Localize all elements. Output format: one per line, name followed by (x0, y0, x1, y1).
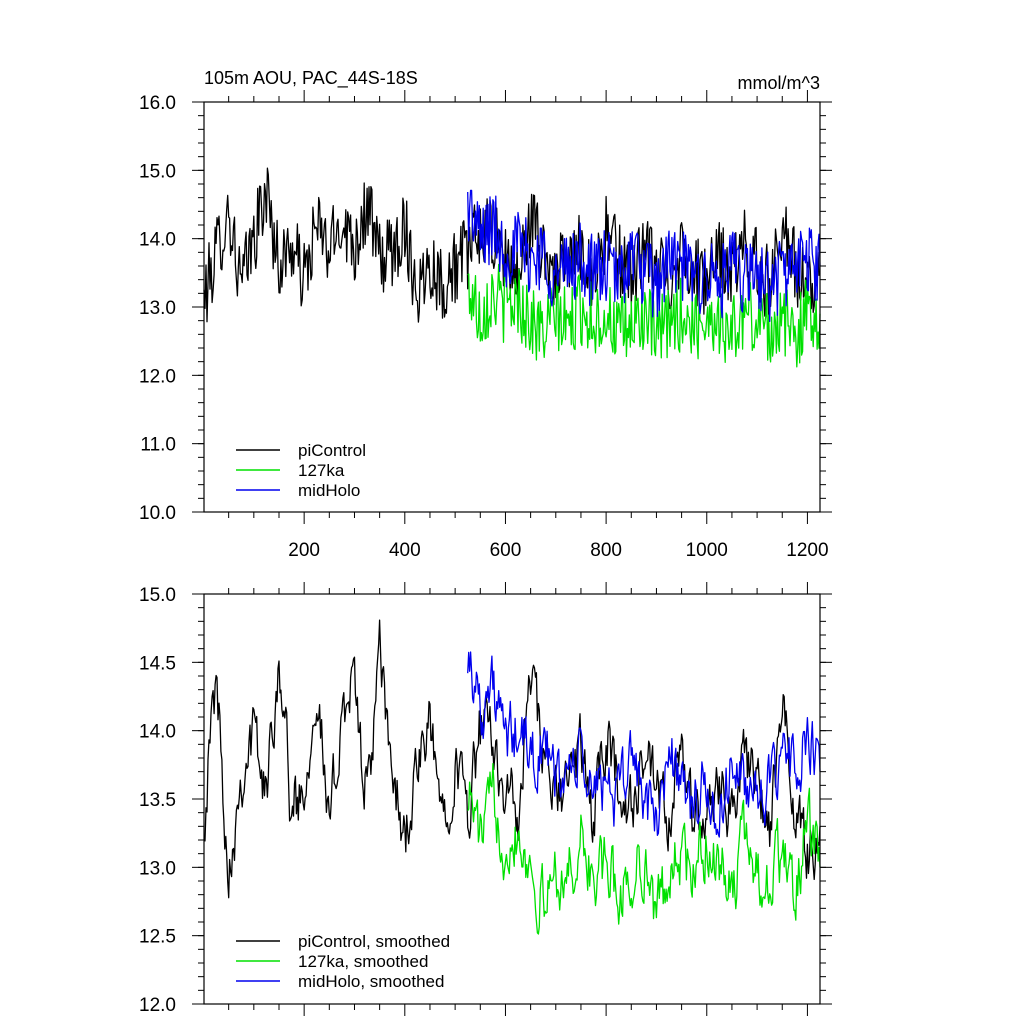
x-tick-label: 600 (490, 540, 522, 561)
y-tick-label: 16.0 (139, 93, 176, 114)
y-tick-label: 13.5 (139, 790, 176, 811)
legend-label: midHolo, smoothed (298, 972, 444, 991)
y-tick-label: 10.0 (139, 503, 176, 524)
y-tick-label: 14.5 (139, 653, 176, 674)
units-label: mmol/m^3 (738, 73, 820, 93)
legend-label: 127ka (298, 461, 345, 480)
y-tick-label: 14.0 (139, 722, 176, 743)
series-line-piControl (203, 167, 821, 323)
panel-bottom: 12.0 12.5 13.0 13.5 14.0 14.5 15.0 piControl, s… (139, 582, 832, 1016)
x-tick-label: 400 (389, 540, 421, 561)
x-tick-label: 800 (590, 540, 622, 561)
y-tick-label: 14.0 (139, 230, 176, 251)
legend-label: midHolo (298, 481, 360, 500)
series-line-midHolo (467, 651, 821, 838)
series-line-midHolo (467, 189, 821, 322)
y-tick-label: 15.0 (139, 585, 176, 606)
x-tick-label: 1000 (686, 540, 728, 561)
y-tick-label: 12.0 (139, 366, 176, 387)
y-tick-label: 15.0 (139, 161, 176, 182)
chart-title: 105m AOU, PAC_44S-18S (204, 68, 418, 89)
series-line-127ka (467, 763, 821, 935)
y-tick-label: 13.0 (139, 298, 176, 319)
x-tick-label: 200 (288, 540, 320, 561)
legend-label: piControl (298, 441, 366, 460)
y-tick-label: 12.5 (139, 927, 176, 948)
y-tick-label: 12.0 (139, 995, 176, 1016)
legend-label: 127ka, smoothed (298, 952, 428, 971)
y-tick-label: 13.0 (139, 858, 176, 879)
x-tick-label: 1200 (786, 540, 828, 561)
y-tick-label: 11.0 (140, 435, 176, 456)
series-line-piControl (203, 619, 821, 899)
legend-label: piControl, smoothed (298, 932, 450, 951)
panel-top: 200 400 600 800 1000 1200 10.0 11.0 12.0 13.0 14.0… (139, 68, 832, 561)
